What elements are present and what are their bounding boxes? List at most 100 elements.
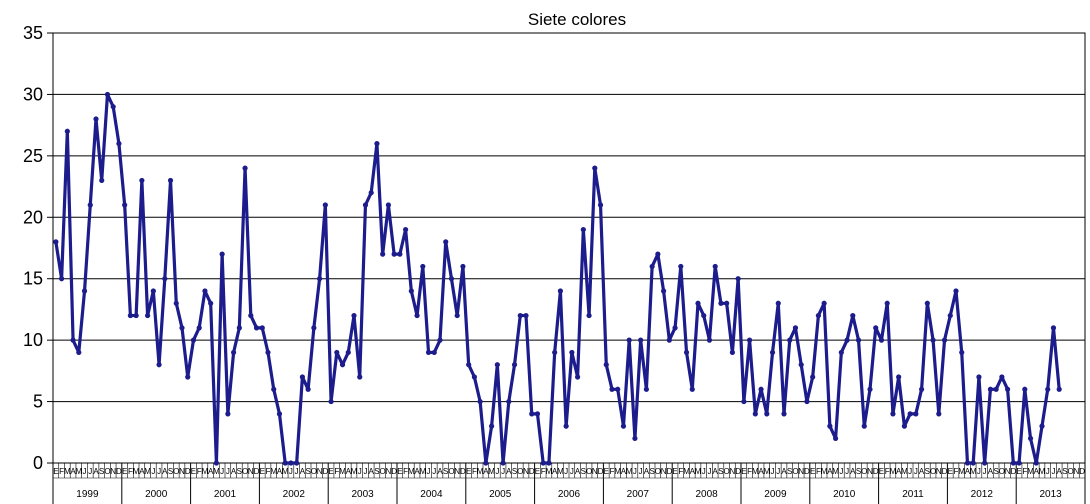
data-point [724,300,730,306]
data-point [408,288,414,294]
data-point [752,411,758,417]
month-label: S [512,467,517,476]
data-point [1010,460,1016,466]
data-point [190,337,197,343]
data-point [592,165,598,171]
month-label: S [856,467,861,476]
data-point [64,128,70,134]
month-label: M [144,467,151,476]
data-point [156,362,162,368]
month-label: E [741,467,746,476]
month-label: N [179,467,185,476]
month-label: S [718,467,723,476]
data-point [781,411,787,417]
data-point [202,288,208,294]
month-label: N [386,467,392,476]
month-label: A [208,467,214,476]
year-label-2003: 2003 [351,489,374,500]
data-point [844,337,850,343]
month-label: S [374,467,379,476]
month-label: M [408,467,415,476]
month-label: F [266,467,271,476]
month-label: J [432,467,436,476]
data-point [81,288,88,294]
data-point [511,362,518,368]
data-point [443,239,449,245]
data-point [276,411,283,417]
data-point [351,312,357,319]
month-label: S [787,467,792,476]
data-point [947,312,953,319]
month-label: A [139,467,145,476]
data-point [179,325,185,331]
month-label: F [816,467,821,476]
data-point [884,300,890,306]
data-point [167,177,174,184]
data-point [792,325,799,331]
month-label: E [122,467,127,476]
year-label-2006: 2006 [558,489,581,500]
data-point [873,325,879,331]
chart-title: Siete colores [528,10,626,29]
month-label: O [792,467,798,476]
month-label: A [300,467,306,476]
year-label-2013: 2013 [1039,489,1062,500]
data-point [305,386,311,392]
data-point [620,423,627,429]
month-label: A [827,467,833,476]
data-point [385,202,391,208]
data-point [1050,325,1057,331]
month-label: O [724,467,730,476]
month-label: N [592,467,598,476]
data-point [833,435,839,442]
month-label: M [557,467,564,476]
data-point [626,337,632,343]
data-point [225,411,231,417]
month-label: N [730,467,736,476]
month-label: N [454,467,460,476]
month-label: J [226,467,230,476]
data-point [563,423,569,429]
month-label: D [942,467,948,476]
data-point [982,460,988,466]
month-label: M [351,467,358,476]
month-label: F [885,467,890,476]
month-label: N [798,467,804,476]
year-label-2004: 2004 [420,489,443,500]
month-label: A [690,467,696,476]
data-point [970,460,976,466]
data-point [397,251,403,257]
data-point [913,411,919,417]
month-label: J [908,467,912,476]
month-label: S [168,467,173,476]
year-label-2001: 2001 [214,489,237,500]
month-label: E [1016,467,1021,476]
data-point [248,312,254,319]
month-label: J [977,467,981,476]
month-label: M [821,467,828,476]
year-label-1999: 1999 [76,489,99,500]
month-label: E [328,467,333,476]
month-label: O [104,467,110,476]
month-label: F [403,467,408,476]
data-point [236,325,242,331]
month-label: N [523,467,529,476]
data-point [1045,386,1051,392]
month-label: O [655,467,661,476]
month-label: M [339,467,346,476]
month-label: D [185,467,191,476]
data-point [414,312,420,319]
month-label: A [758,467,764,476]
month-label: D [804,467,810,476]
month-label: J [776,467,780,476]
month-label: J [702,467,706,476]
month-label: N [1005,467,1011,476]
month-label: M [752,467,759,476]
data-point [919,386,925,392]
data-point [334,349,340,356]
data-point [53,239,59,245]
data-point [339,362,346,368]
data-point [540,460,546,466]
